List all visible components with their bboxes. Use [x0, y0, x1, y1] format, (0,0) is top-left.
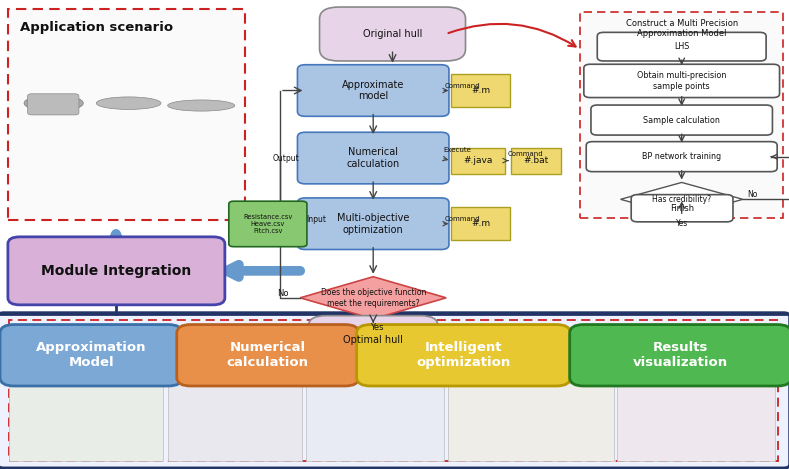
Bar — [451, 74, 510, 107]
Bar — [301, 66, 447, 115]
Polygon shape — [300, 277, 447, 319]
Text: BP network training: BP network training — [642, 152, 721, 161]
Text: No: No — [277, 288, 288, 298]
FancyBboxPatch shape — [357, 325, 570, 386]
Ellipse shape — [24, 95, 83, 112]
Text: Command: Command — [445, 216, 481, 222]
FancyBboxPatch shape — [597, 32, 766, 61]
Text: Numerical
calculation: Numerical calculation — [227, 341, 308, 369]
FancyBboxPatch shape — [297, 198, 449, 250]
Bar — [448, 381, 614, 461]
Bar — [451, 207, 510, 240]
FancyBboxPatch shape — [229, 201, 307, 247]
Text: Execute: Execute — [443, 147, 471, 152]
Text: Command: Command — [445, 83, 481, 89]
Text: Output: Output — [272, 153, 299, 163]
Text: Results
visualization: Results visualization — [633, 341, 728, 369]
Bar — [168, 381, 302, 461]
Text: Resistance.csv
Heave.csv
Pitch.csv: Resistance.csv Heave.csv Pitch.csv — [243, 214, 293, 234]
Text: Approximation
Model: Approximation Model — [36, 341, 147, 369]
Bar — [9, 320, 778, 461]
Text: Optimal hull: Optimal hull — [343, 335, 403, 345]
Text: No: No — [746, 190, 757, 199]
Text: Multi-objective
optimization: Multi-objective optimization — [337, 213, 409, 234]
Bar — [306, 381, 444, 461]
FancyBboxPatch shape — [28, 94, 79, 115]
Text: Yes: Yes — [370, 323, 384, 332]
FancyBboxPatch shape — [570, 325, 789, 386]
Text: #.m: #.m — [471, 219, 491, 228]
Text: Obtain multi-precision
sample points: Obtain multi-precision sample points — [637, 71, 727, 91]
Text: LHS: LHS — [674, 42, 690, 51]
FancyBboxPatch shape — [177, 325, 359, 386]
Text: Has credibility?: Has credibility? — [653, 195, 711, 204]
Bar — [8, 9, 245, 220]
Text: Command: Command — [507, 151, 543, 157]
Bar — [580, 12, 783, 218]
Bar — [9, 381, 163, 461]
FancyBboxPatch shape — [586, 142, 777, 172]
FancyBboxPatch shape — [8, 237, 225, 305]
FancyBboxPatch shape — [631, 195, 733, 222]
Text: Does the objective function
meet the requirements?: Does the objective function meet the req… — [320, 288, 426, 308]
Text: Sample calculation: Sample calculation — [643, 115, 720, 125]
FancyBboxPatch shape — [584, 64, 780, 98]
Text: Finish: Finish — [670, 204, 694, 213]
Text: Input: Input — [306, 214, 326, 224]
Text: Original hull: Original hull — [363, 29, 422, 39]
Text: Module Integration: Module Integration — [41, 264, 192, 278]
Text: Construct a Multi Precision
Approximation Model: Construct a Multi Precision Approximatio… — [626, 19, 738, 38]
Text: #.java: #.java — [463, 156, 493, 165]
FancyBboxPatch shape — [0, 325, 182, 386]
Text: #.m: #.m — [471, 86, 491, 95]
Polygon shape — [620, 182, 742, 216]
Text: Numerical
calculation: Numerical calculation — [346, 147, 400, 169]
Text: Approximate
model: Approximate model — [342, 80, 405, 101]
FancyBboxPatch shape — [308, 316, 438, 364]
Text: Yes: Yes — [675, 219, 688, 228]
FancyBboxPatch shape — [591, 105, 772, 135]
Text: #.bat: #.bat — [523, 156, 549, 165]
Text: Intelligent
optimization: Intelligent optimization — [417, 341, 510, 369]
FancyBboxPatch shape — [0, 313, 789, 468]
Bar — [451, 148, 505, 174]
Bar — [511, 148, 561, 174]
Ellipse shape — [167, 100, 235, 111]
Bar — [617, 381, 775, 461]
Text: Application scenario: Application scenario — [20, 21, 173, 34]
Ellipse shape — [96, 97, 161, 109]
FancyBboxPatch shape — [320, 7, 466, 61]
FancyBboxPatch shape — [297, 132, 449, 184]
FancyBboxPatch shape — [297, 65, 449, 116]
